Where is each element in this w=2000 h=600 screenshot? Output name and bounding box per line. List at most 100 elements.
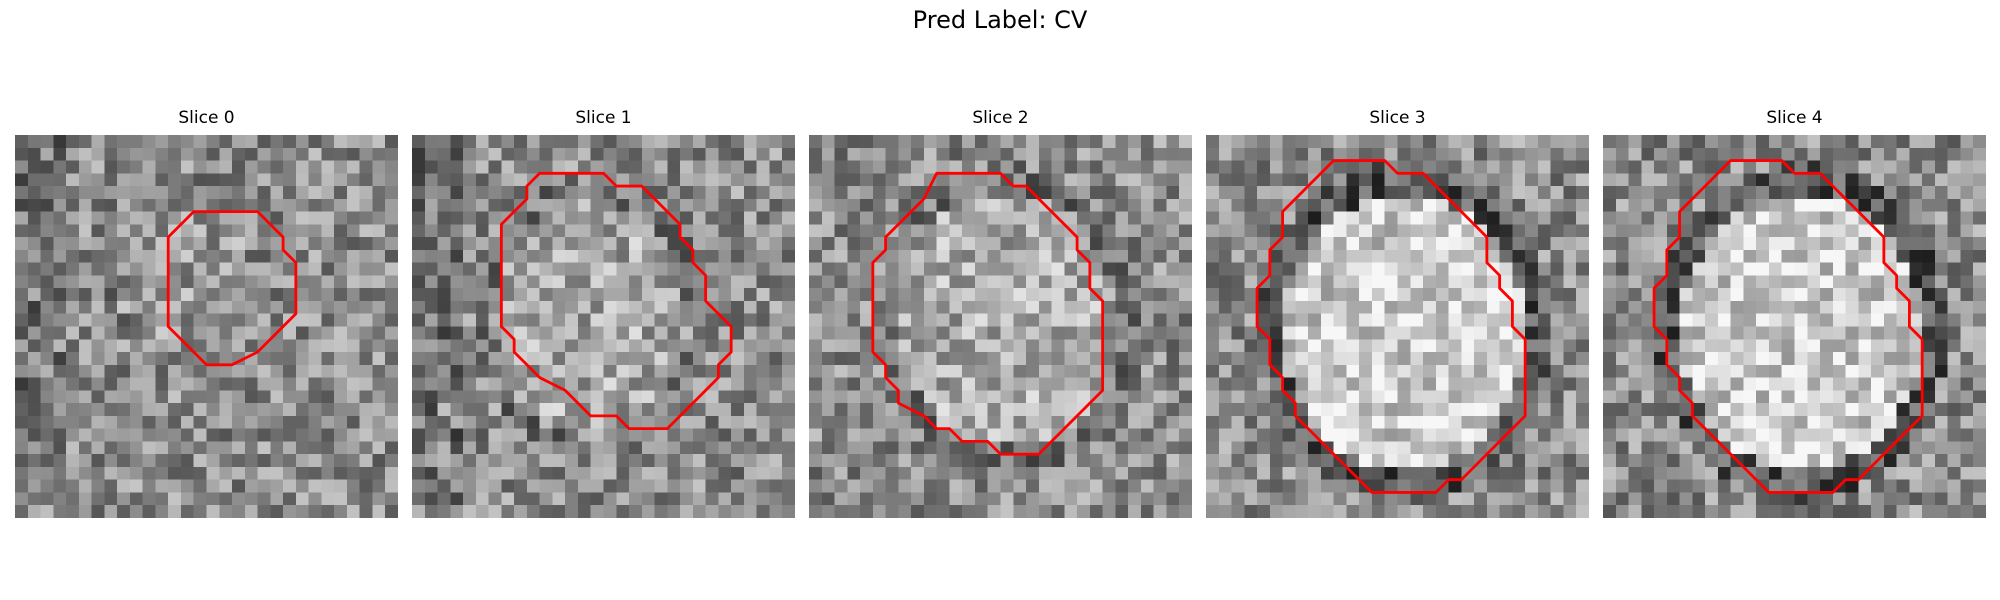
pixel [475,288,489,302]
pixel [1333,326,1347,340]
pixel [667,326,681,340]
pixel [1026,147,1040,161]
pixel [680,211,694,225]
pixel [53,147,67,161]
pixel [834,415,848,429]
pixel [1756,326,1770,340]
pixel [1705,249,1719,263]
pixel [1705,390,1719,404]
pixel [641,505,655,518]
pixel [936,441,950,455]
pixel [1295,300,1309,314]
pixel [1768,364,1782,378]
pixel [1295,339,1309,353]
pixel [321,479,335,493]
pixel [1218,262,1232,276]
pixel [321,300,335,314]
pixel [1947,147,1961,161]
pixel [898,262,912,276]
pixel [1628,352,1642,366]
pixel [603,186,617,200]
pixel [1615,505,1629,518]
pixel [1973,186,1986,200]
pixel [1525,403,1539,417]
pixel [1537,441,1551,455]
pixel [424,415,438,429]
pixel [321,441,335,455]
pixel [463,173,477,187]
pixel [1871,339,1885,353]
pixel [244,224,258,238]
pixel [308,492,322,506]
pixel [463,352,477,366]
pixel [667,237,681,251]
pixel [1550,237,1564,251]
pixel [1845,441,1859,455]
pixel [847,454,861,468]
pixel [501,288,515,302]
pixel [1320,466,1334,480]
pixel [1026,505,1040,518]
pixel [1179,454,1192,468]
pixel [809,313,823,327]
pixel [1654,479,1668,493]
pixel [1410,313,1424,327]
pixel [1308,249,1322,263]
pixel [1947,198,1961,212]
pixel [78,237,92,251]
pixel [488,390,502,404]
pixel [104,390,118,404]
pixel [424,364,438,378]
pixel [1641,466,1655,480]
pixel [1474,390,1488,404]
pixel [552,364,566,378]
pixel [1448,300,1462,314]
pixel [936,147,950,161]
pixel [834,390,848,404]
pixel [257,428,271,442]
pixel [718,262,732,276]
pixel [321,186,335,200]
pixel [1525,492,1539,506]
pixel [1666,492,1680,506]
pixel [590,173,604,187]
pixel [1692,479,1706,493]
pixel [1883,466,1897,480]
pixel [590,160,604,174]
pixel [667,441,681,455]
pixel [872,403,886,417]
pixel [1730,364,1744,378]
pixel [1807,300,1821,314]
pixel [142,300,156,314]
pixel [756,135,770,149]
pixel [847,352,861,366]
pixel [78,147,92,161]
pixel [641,173,655,187]
pixel [1525,300,1539,314]
pixel [168,288,182,302]
pixel [91,403,105,417]
pixel [1883,403,1897,417]
pixel [809,377,823,391]
pixel [232,211,246,225]
pixel [1384,275,1398,289]
pixel [1371,454,1385,468]
pixel [603,390,617,404]
pixel [1231,479,1245,493]
pixel [168,275,182,289]
pixel [27,147,41,161]
pixel [834,313,848,327]
pixel [692,135,706,149]
pixel [1423,135,1437,149]
pixel [53,364,67,378]
pixel [232,339,246,353]
pixel [1102,186,1116,200]
pixel [308,300,322,314]
pixel [1563,352,1577,366]
pixel [1435,326,1449,340]
pixel [1089,479,1103,493]
pixel [756,224,770,238]
pixel [1257,505,1271,518]
pixel [346,326,360,340]
pixel [1525,186,1539,200]
